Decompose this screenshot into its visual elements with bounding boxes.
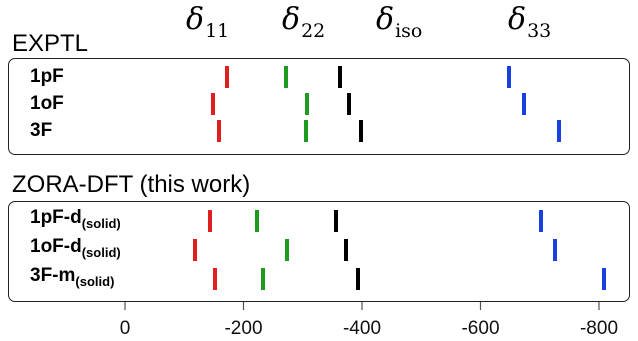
row-label-1pF-d: 1pF-d(solid) <box>30 207 121 231</box>
panel-zora-dft <box>8 201 630 302</box>
legend-delta-iso-symbol: δ <box>376 2 395 37</box>
mark-d33-1oF <box>521 93 526 115</box>
mark-diso-3F <box>358 120 363 142</box>
row-label-3F-m-sub: (solid) <box>75 274 115 289</box>
mark-d11-1pF <box>224 66 229 88</box>
mark-diso-1pF-d-solid <box>333 210 338 232</box>
panel-exptl <box>8 58 630 155</box>
mark-d22-3F-m-solid <box>261 268 266 290</box>
mark-d22-1pF-d-solid <box>254 210 259 232</box>
mark-d33-3F <box>556 120 561 142</box>
legend-delta-22-symbol: δ <box>282 2 301 37</box>
legend-delta-33: δ33 <box>508 2 551 42</box>
row-label-1oF-d-text: 1oF-d <box>30 236 82 257</box>
mark-diso-1oF <box>346 93 351 115</box>
legend-delta-11-sub: 11 <box>205 20 230 42</box>
x-tick-label-3: -600 <box>461 318 499 339</box>
mark-diso-3F-m-solid <box>355 268 360 290</box>
row-label-1pF-d-sub: (solid) <box>81 216 121 231</box>
panel-title-zora-dft: ZORA-DFT (this work) <box>12 171 251 198</box>
row-label-1pF-d-text: 1pF-d <box>30 207 82 228</box>
x-tick-label-2: -400 <box>343 318 381 339</box>
mark-diso-1pF <box>338 66 343 88</box>
x-tick-label-0: 0 <box>120 318 131 339</box>
legend-delta-33-sub: 33 <box>527 20 552 42</box>
mark-d11-3F <box>216 120 221 142</box>
mark-d11-1oF-d-solid <box>192 239 197 261</box>
mark-diso-1oF-d-solid <box>344 239 348 261</box>
row-label-3F-text: 3F <box>30 120 53 141</box>
row-label-1oF: 1oF <box>30 93 64 117</box>
legend-delta-11: δ11 <box>186 2 229 42</box>
row-label-1oF-d: 1oF-d(solid) <box>30 236 121 260</box>
legend-delta-iso-sub: iso <box>395 20 423 42</box>
mark-d11-3F-m-solid <box>213 268 218 290</box>
mark-d33-3F-m-solid <box>601 268 606 290</box>
legend-delta-33-symbol: δ <box>508 2 527 37</box>
mark-d33-1pF <box>506 66 511 88</box>
mark-d11-1pF-d-solid <box>207 210 212 232</box>
mark-d22-1oF <box>305 93 310 115</box>
row-label-3F-m: 3F-m(solid) <box>30 265 114 289</box>
mark-d22-3F <box>303 120 308 142</box>
x-axis: 0 -200 -400 -600 -800 <box>120 302 618 339</box>
x-tick-label-4: -800 <box>580 318 618 339</box>
mark-d11-1oF <box>210 93 215 115</box>
row-label-1pF: 1pF <box>30 66 64 90</box>
row-label-3F: 3F <box>30 120 52 144</box>
mark-d33-1oF-d-solid <box>552 239 557 261</box>
legend-delta-22: δ22 <box>282 2 325 42</box>
legend-delta-iso: δiso <box>376 2 422 42</box>
legend-delta-22-sub: 22 <box>301 20 326 42</box>
mark-d22-1oF-d-solid <box>284 239 289 261</box>
row-label-1pF-text: 1pF <box>30 66 64 87</box>
row-label-3F-m-text: 3F-m <box>30 265 76 286</box>
mark-d33-1pF-d-solid <box>538 210 543 232</box>
legend-delta-11-symbol: δ <box>186 2 205 37</box>
x-tick-label-1: -200 <box>224 318 262 339</box>
panel-title-exptl: EXPTL <box>12 30 89 57</box>
row-label-1oF-d-sub: (solid) <box>81 245 121 260</box>
mark-d22-1pF <box>284 66 289 88</box>
row-label-1oF-text: 1oF <box>30 93 64 114</box>
